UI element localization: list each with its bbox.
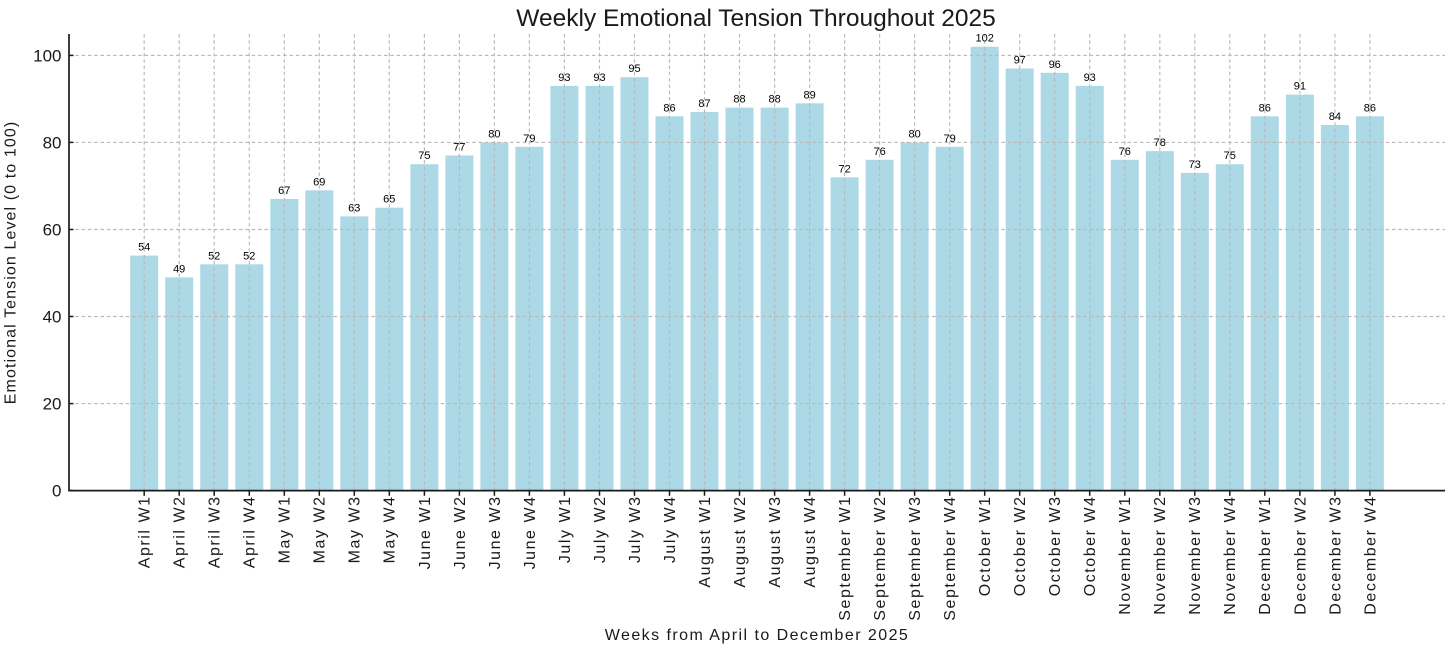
svg-text:87: 87	[698, 98, 710, 110]
svg-text:November W1: November W1	[1117, 495, 1134, 614]
svg-text:86: 86	[1364, 102, 1376, 114]
svg-text:December W1: December W1	[1257, 495, 1274, 614]
svg-text:December W4: December W4	[1362, 495, 1379, 614]
svg-text:91: 91	[1294, 81, 1306, 93]
svg-text:May W2: May W2	[312, 495, 329, 563]
svg-text:76: 76	[873, 146, 885, 158]
svg-text:November W4: November W4	[1222, 495, 1239, 614]
svg-text:August W2: August W2	[732, 495, 749, 587]
svg-text:86: 86	[663, 102, 675, 114]
svg-text:89: 89	[803, 89, 815, 101]
svg-text:April W1: April W1	[137, 495, 154, 568]
svg-text:Weeks from April to December 2: Weeks from April to December 2025	[605, 627, 910, 644]
svg-text:Weekly Emotional Tension Throu: Weekly Emotional Tension Throughout 2025	[516, 5, 995, 32]
svg-text:June W4: June W4	[522, 495, 539, 569]
svg-text:77: 77	[453, 142, 465, 154]
svg-text:June W1: June W1	[417, 495, 434, 569]
svg-text:100: 100	[33, 46, 61, 65]
svg-text:July W4: July W4	[662, 495, 679, 563]
svg-text:April W4: April W4	[242, 495, 259, 568]
svg-text:63: 63	[348, 202, 360, 214]
svg-text:95: 95	[628, 63, 640, 75]
svg-text:July W2: July W2	[592, 495, 609, 563]
svg-text:76: 76	[1119, 146, 1131, 158]
svg-text:54: 54	[138, 242, 150, 254]
svg-text:August W4: August W4	[802, 495, 819, 587]
svg-text:20: 20	[43, 395, 62, 414]
svg-text:79: 79	[944, 133, 956, 145]
svg-text:May W4: May W4	[382, 495, 399, 563]
svg-text:75: 75	[1224, 150, 1236, 162]
svg-text:86: 86	[1259, 102, 1271, 114]
svg-text:73: 73	[1189, 159, 1201, 171]
svg-text:84: 84	[1329, 111, 1341, 123]
svg-text:May W1: May W1	[277, 495, 294, 563]
svg-text:69: 69	[313, 176, 325, 188]
svg-text:July W3: July W3	[627, 495, 644, 563]
svg-text:79: 79	[523, 133, 535, 145]
svg-text:93: 93	[593, 72, 605, 84]
svg-text:80: 80	[488, 128, 500, 140]
svg-text:September W2: September W2	[872, 495, 889, 620]
svg-text:97: 97	[1014, 55, 1026, 67]
svg-text:93: 93	[1084, 72, 1096, 84]
svg-text:102: 102	[976, 33, 994, 45]
svg-text:Emotional Tension Level (0 to: Emotional Tension Level (0 to 100)	[3, 121, 20, 404]
svg-text:65: 65	[383, 194, 395, 206]
svg-text:96: 96	[1049, 59, 1061, 71]
svg-text:52: 52	[208, 250, 220, 262]
svg-text:49: 49	[173, 263, 185, 275]
svg-text:75: 75	[418, 150, 430, 162]
svg-text:52: 52	[243, 250, 255, 262]
svg-text:December W3: December W3	[1327, 495, 1344, 614]
svg-text:October W3: October W3	[1047, 495, 1064, 596]
svg-text:67: 67	[278, 185, 290, 197]
svg-text:November W3: November W3	[1187, 495, 1204, 614]
svg-text:88: 88	[733, 94, 745, 106]
svg-text:93: 93	[558, 72, 570, 84]
svg-text:April W2: April W2	[172, 495, 189, 568]
svg-text:December W2: December W2	[1292, 495, 1309, 614]
svg-text:August W3: August W3	[767, 495, 784, 587]
svg-text:78: 78	[1154, 137, 1166, 149]
svg-text:September W1: September W1	[837, 495, 854, 620]
svg-text:0: 0	[52, 482, 61, 501]
svg-text:May W3: May W3	[347, 495, 364, 563]
svg-text:40: 40	[43, 308, 62, 327]
svg-text:October W1: October W1	[977, 495, 994, 596]
svg-text:72: 72	[838, 163, 850, 175]
svg-text:July W1: July W1	[557, 495, 574, 563]
svg-text:June W3: June W3	[487, 495, 504, 569]
svg-text:October W4: October W4	[1082, 495, 1099, 596]
svg-text:June W2: June W2	[452, 495, 469, 569]
svg-text:88: 88	[768, 94, 780, 106]
svg-text:August W1: August W1	[697, 495, 714, 587]
svg-text:80: 80	[908, 128, 920, 140]
svg-text:April W3: April W3	[207, 495, 224, 568]
svg-text:November W2: November W2	[1152, 495, 1169, 614]
svg-text:September W4: September W4	[942, 495, 959, 620]
svg-text:September W3: September W3	[907, 495, 924, 620]
svg-text:80: 80	[43, 133, 62, 152]
svg-text:60: 60	[43, 221, 62, 240]
svg-text:October W2: October W2	[1012, 495, 1029, 596]
